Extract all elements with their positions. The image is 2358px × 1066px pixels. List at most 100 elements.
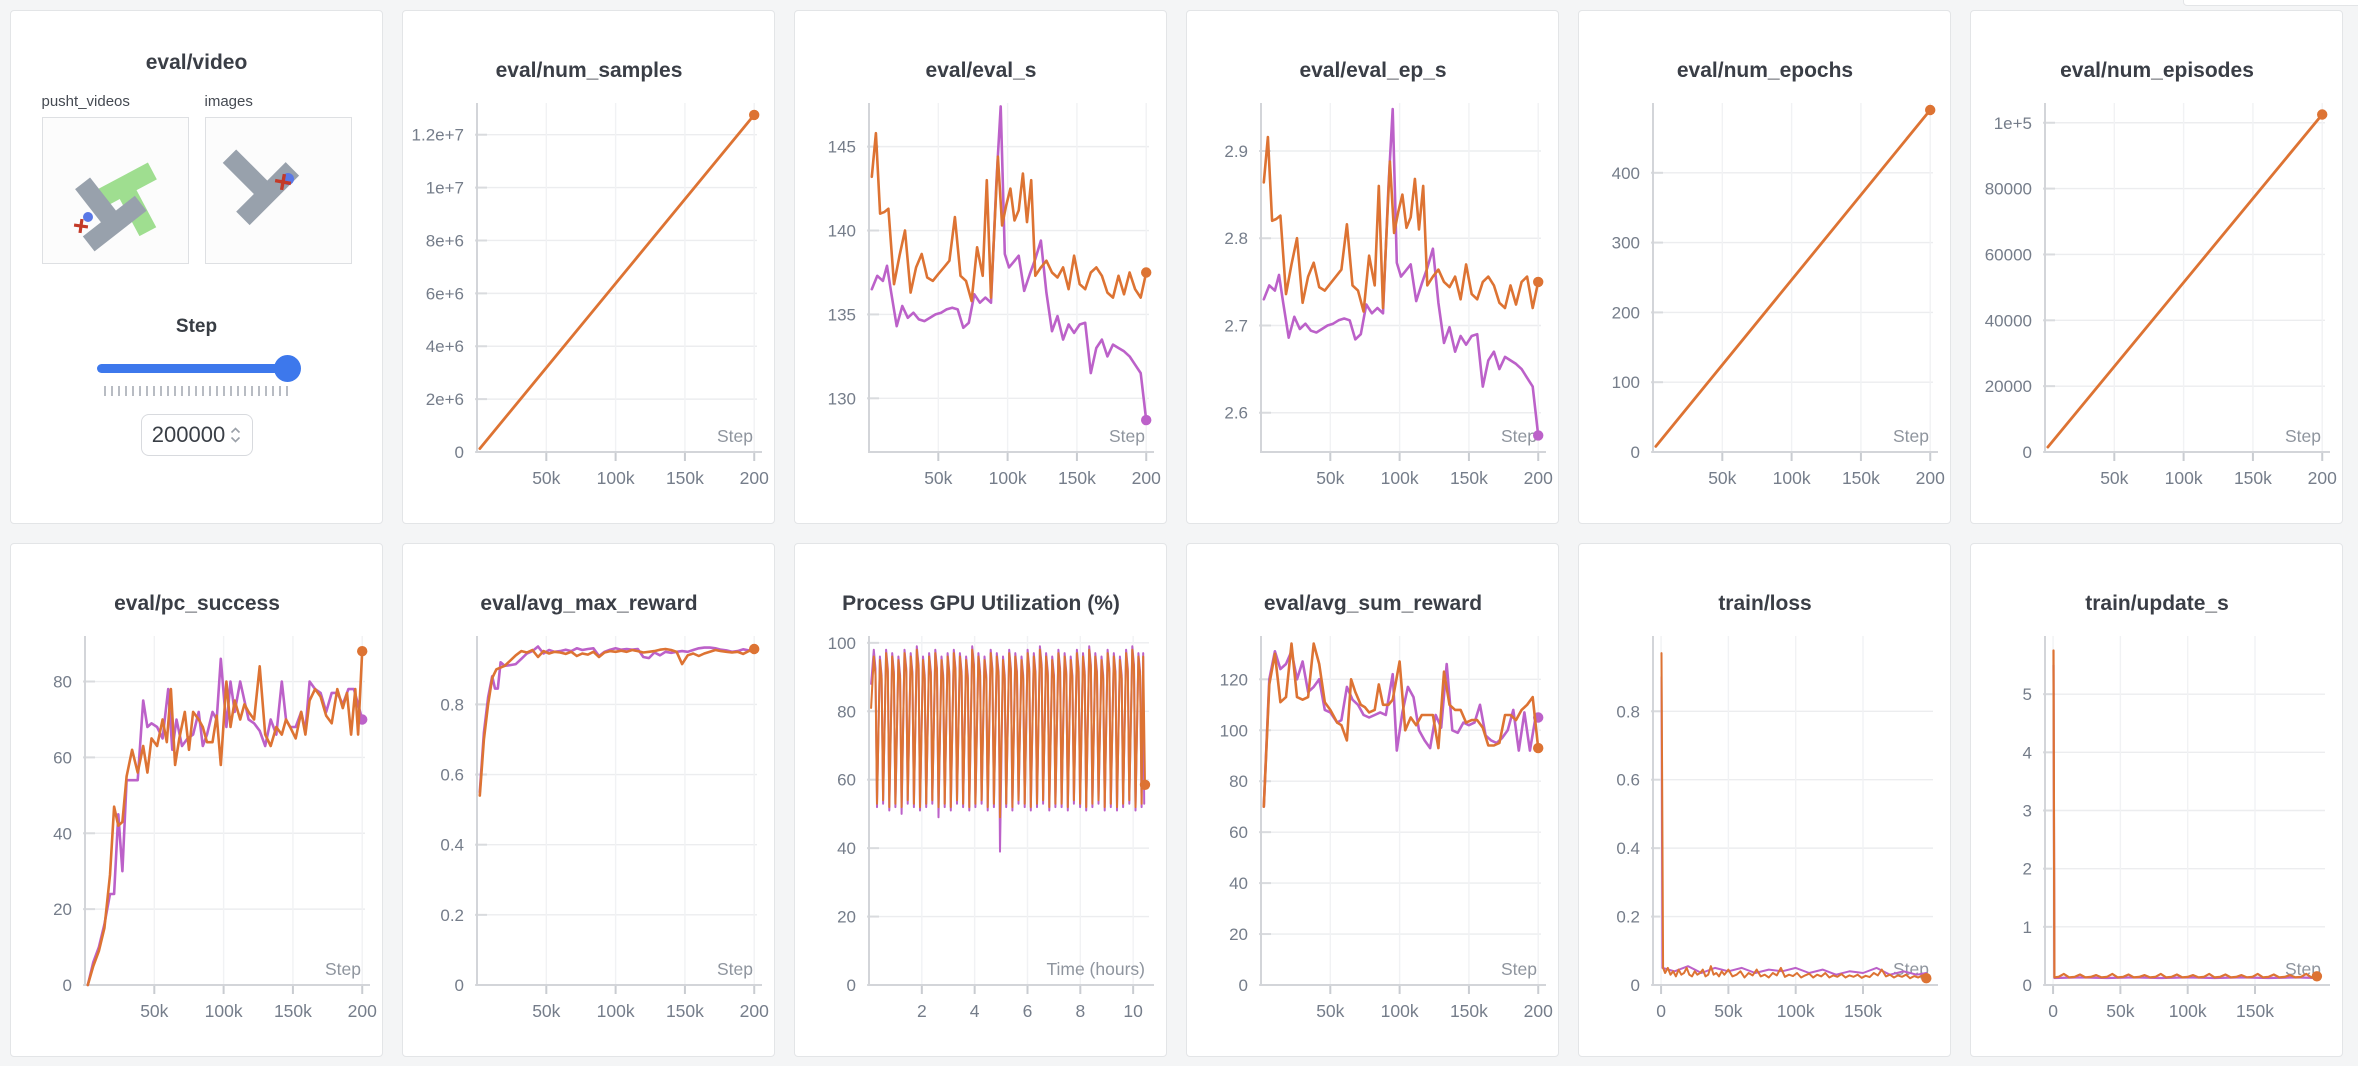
y-tick-label: 0.2 [440, 906, 464, 925]
y-tick-label: 100 [1612, 373, 1640, 392]
x-tick-label: 50k [532, 1001, 560, 1021]
y-tick-label: 140 [828, 222, 856, 241]
y-tick-label: 100 [828, 634, 856, 653]
pusht-env-image [222, 149, 299, 226]
pusht-video-thumbnail[interactable] [41, 117, 189, 264]
y-tick-label: 6e+6 [426, 284, 464, 303]
panel-eval-num-episodes: 0 20000 40000 60000 80000 1e+5 50k 100k 150k 200 S… [1970, 10, 2343, 524]
x-tick-label: 200 [1524, 468, 1553, 488]
y-tick-label: 2.9 [1224, 142, 1248, 161]
y-tick-label: 100 [1220, 721, 1248, 740]
slider-track[interactable] [96, 364, 297, 373]
y-tick-label: 40 [53, 824, 72, 843]
series-line-purple [2052, 663, 2320, 980]
y-tick-label: 0 [2023, 976, 2032, 995]
chart-eval-num-episodes[interactable]: 0 20000 40000 60000 80000 1e+5 50k 100k 150k 200 S… [1971, 11, 2344, 525]
x-tick-label: 6 [1023, 1001, 1033, 1021]
chart-train-update-s[interactable]: 0 1 2 3 4 5 0 50k 100k 150k Step train/update_s [1971, 544, 2344, 1058]
panel-train-loss: 0 0.2 0.4 0.6 0.8 0 50k 100k 150k Step train/loss [1578, 543, 1951, 1057]
chart-eval-avg-max-reward[interactable]: 0 0.2 0.4 0.6 0.8 50k 100k 150k 200 Step eval/avg_… [403, 544, 776, 1058]
y-tick-label: 200 [1612, 303, 1640, 322]
y-tick-label: 145 [828, 138, 856, 157]
chart-title: eval/num_samples [496, 59, 683, 82]
y-tick-label: 4 [2023, 743, 2032, 762]
y-tick-label: 0 [1631, 976, 1640, 995]
y-tick-label: 0.8 [1616, 702, 1640, 721]
x-tick-label: 150k [1450, 468, 1488, 488]
chart-eval-num-epochs[interactable]: 0 100 200 300 400 50k 100k 150k 200 Step eval/num_… [1579, 11, 1952, 525]
step-value[interactable]: 200000 [151, 422, 226, 447]
y-tick-label: 40000 [1985, 311, 2032, 330]
chart-title: train/update_s [2085, 592, 2229, 615]
x-tick-label: 150k [1058, 468, 1096, 488]
x-tick-label: 4 [970, 1001, 980, 1021]
x-tick-label: 200 [348, 1001, 377, 1021]
x-tick-label: 150k [1842, 468, 1880, 488]
stepper-down-icon[interactable] [230, 436, 241, 443]
series-line-orange [870, 131, 1148, 303]
x-tick-label: 100k [1777, 1001, 1815, 1021]
series-end-dot-orange [1141, 267, 1152, 278]
stepper-up-icon[interactable] [230, 427, 241, 434]
x-tick-label: 150k [1450, 1001, 1488, 1021]
x-tick-label: 100k [1773, 468, 1811, 488]
step-steppers [230, 427, 241, 443]
x-tick-label: 150k [666, 468, 704, 488]
y-tick-label: 120 [1220, 670, 1248, 689]
y-tick-label: 0 [1631, 443, 1640, 462]
chart-gpu-utilization[interactable]: 0 20 40 60 80 100 2 4 6 8 10 Time (hours) Process GP… [795, 544, 1168, 1058]
chart-eval-avg-sum-reward[interactable]: 0 20 40 60 80 100 120 50k 100k 150k 200 Step eval/av… [1187, 544, 1560, 1058]
y-tick-label: 2 [2023, 860, 2032, 879]
y-tick-label: 0.4 [440, 836, 464, 855]
media-caption: images [204, 93, 253, 110]
series-line-orange [870, 648, 1146, 819]
x-tick-label: 100k [2165, 468, 2203, 488]
x-axis-label: Step [325, 959, 361, 979]
y-tick-label: 60 [837, 771, 856, 790]
chart-eval-num-samples[interactable]: 0 2e+6 4e+6 6e+6 8e+6 1e+7 1.2e+7 50k 100k 150k 20… [403, 11, 776, 525]
chart-title: eval/pc_success [114, 592, 280, 615]
y-tick-label: 60 [53, 748, 72, 767]
x-tick-label: 100k [989, 468, 1027, 488]
series-line-orange [478, 647, 756, 797]
panel-eval-eval-s: 130 135 140 145 50k 100k 150k 200 Step eval/eval_… [794, 10, 1167, 524]
step-number-input[interactable]: 200000 [140, 414, 253, 456]
chart-title: eval/eval_s [926, 59, 1037, 82]
y-tick-label: 20000 [1985, 377, 2032, 396]
chart-eval-eval-s[interactable]: 130 135 140 145 50k 100k 150k 200 Step eval/eval_… [795, 11, 1168, 525]
images-thumbnail[interactable] [204, 117, 352, 264]
panel-fragment-above [2183, 0, 2358, 6]
panel-train-update-s: 0 1 2 3 4 5 0 50k 100k 150k Step train/update_s [1970, 543, 2343, 1057]
x-tick-label: 100k [1381, 1001, 1419, 1021]
chart-title: eval/num_episodes [2060, 59, 2254, 82]
x-tick-label: 200 [1916, 468, 1945, 488]
chart-eval-pc-success[interactable]: 0 20 40 60 80 50k 100k 150k 200 Step eval/pc_succe… [11, 544, 384, 1058]
y-tick-label: 80000 [1985, 180, 2032, 199]
y-tick-label: 60000 [1985, 245, 2032, 264]
series-end-dot-orange [1533, 742, 1544, 754]
x-tick-label: 200 [2308, 468, 2337, 488]
y-tick-label: 40 [837, 839, 856, 858]
chart-eval-eval-ep-s[interactable]: 2.6 2.7 2.8 2.9 50k 100k 150k 200 Step eval/eval_… [1187, 11, 1560, 525]
series-line-orange [1262, 642, 1540, 809]
series-end-dot-orange [1921, 973, 1932, 984]
x-axis-label: Step [2285, 426, 2321, 446]
x-tick-label: 150k [2236, 1001, 2274, 1021]
y-tick-label: 1e+7 [426, 179, 464, 198]
x-axis-label: Step [1501, 426, 1537, 446]
panel-eval-avg-max-reward: 0 0.2 0.4 0.6 0.8 50k 100k 150k 200 Step eval/avg_… [402, 543, 775, 1057]
series-line-purple [478, 645, 756, 794]
x-tick-label: 50k [532, 468, 560, 488]
x-tick-label: 2 [917, 1001, 927, 1021]
y-tick-label: 0.8 [440, 695, 464, 714]
series-line-purple [86, 657, 364, 987]
slider-thumb[interactable] [273, 355, 301, 382]
panel-eval-avg-sum-reward: 0 20 40 60 80 100 120 50k 100k 150k 200 Step eval/av… [1186, 543, 1559, 1057]
step-slider[interactable] [96, 354, 301, 382]
x-tick-label: 150k [666, 1001, 704, 1021]
series-line-orange [2046, 113, 2324, 449]
pusht-env-image [73, 162, 157, 252]
x-tick-label: 100k [597, 1001, 635, 1021]
y-tick-label: 0 [63, 976, 72, 995]
